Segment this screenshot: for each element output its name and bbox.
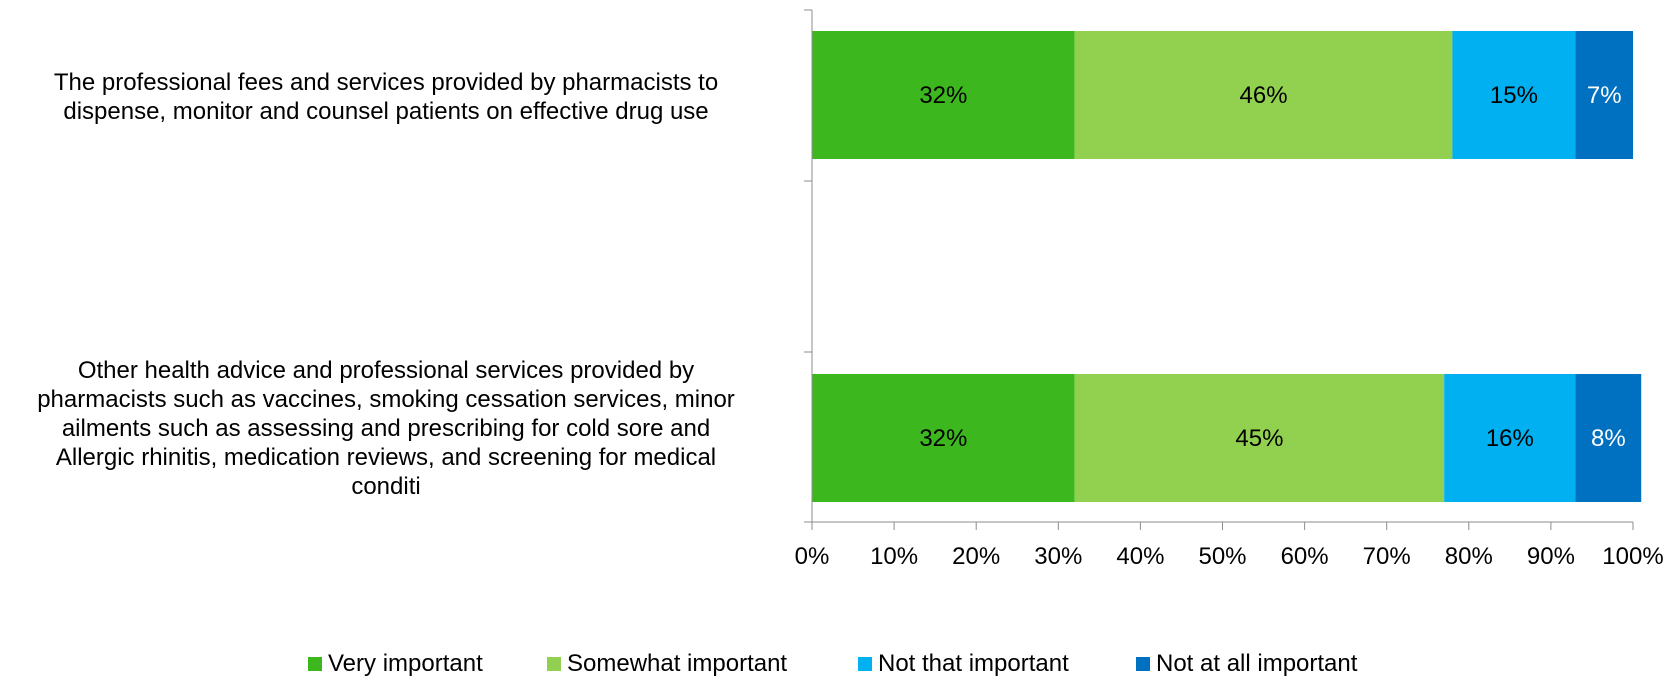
x-tick-label-4: 40%: [1116, 543, 1164, 570]
data-label-somewhat-important-row-2: 45%: [1235, 425, 1283, 452]
category-label-line: The professional fees and services provi…: [53, 69, 719, 96]
data-label-very-important-row-1: 32%: [919, 82, 967, 109]
x-tick-label-10: 100%: [1602, 543, 1663, 570]
legend-swatch-not-that-important: [858, 657, 872, 671]
x-tick-label-7: 70%: [1363, 543, 1411, 570]
x-tick-label-9: 90%: [1527, 543, 1575, 570]
bar-segment-not-that-important-row-2: [1444, 374, 1576, 502]
data-label-somewhat-important-row-1: 46%: [1240, 82, 1288, 109]
legend-swatch-not-at-all-important: [1136, 657, 1150, 671]
x-tick-label-3: 30%: [1034, 543, 1082, 570]
data-label-not-that-important-row-2: 16%: [1486, 425, 1534, 452]
category-label-other-health-advice: Other health advice and professional ser…: [16, 356, 756, 501]
category-label-line: dispense, monitor and counsel patients o…: [63, 98, 709, 125]
x-tick-label-1: 10%: [870, 543, 918, 570]
legend: Very important Somewhat important Not th…: [0, 650, 1672, 678]
legend-swatch-somewhat-important: [547, 657, 561, 671]
legend-item-very-important: Very important: [308, 650, 483, 678]
x-tick-label-5: 50%: [1198, 543, 1246, 570]
category-label-line: Allergic rhinitis, medication reviews, a…: [55, 444, 717, 471]
category-label-line: Other health advice and professional ser…: [77, 357, 695, 384]
legend-swatch-very-important: [308, 657, 322, 671]
data-label-very-important-row-2: 32%: [919, 425, 967, 452]
category-label-line: pharmacists such as vaccines, smoking ce…: [37, 386, 735, 413]
bar-segment-not-at-all-important-row-2: [1575, 374, 1642, 502]
x-tick-label-6: 60%: [1281, 543, 1329, 570]
bar-segment-not-at-all-important-row-1: [1575, 31, 1633, 159]
x-tick-label-0: 0%: [795, 543, 830, 570]
legend-item-not-that-important: Not that important: [858, 650, 1069, 678]
legend-item-somewhat-important: Somewhat important: [547, 650, 787, 678]
legend-label-very-important: Very important: [328, 650, 483, 677]
data-label-not-that-important-row-1: 15%: [1490, 82, 1538, 109]
legend-label-somewhat-important: Somewhat important: [567, 650, 788, 677]
x-tick-label-8: 80%: [1445, 543, 1493, 570]
bar-segment-somewhat-important-row-1: [1074, 31, 1453, 159]
legend-label-not-that-important: Not that important: [878, 650, 1069, 677]
x-tick-label-2: 20%: [952, 543, 1000, 570]
category-label-professional-fees: The professional fees and services provi…: [16, 68, 756, 126]
bar-segment-not-that-important-row-1: [1452, 31, 1576, 159]
bar-segment-somewhat-important-row-2: [1074, 374, 1445, 502]
data-label-not-at-all-important-row-1: 7%: [1587, 82, 1622, 109]
legend-item-not-at-all-important: Not at all important: [1136, 650, 1357, 678]
data-label-not-at-all-important-row-2: 8%: [1591, 425, 1626, 452]
stacked-bar-chart: 32% 46% 15% 7% 32% 45% 16% 8% 0% 10% 20% 30% 40% 50%…: [795, 9, 1664, 570]
bar-segment-very-important-row-1: [812, 31, 1075, 159]
bar-segment-very-important-row-2: [812, 374, 1075, 502]
category-label-line: conditi: [351, 473, 421, 500]
category-label-line: ailments such as assessing and prescribi…: [61, 415, 711, 442]
legend-label-not-at-all-important: Not at all important: [1156, 650, 1358, 677]
